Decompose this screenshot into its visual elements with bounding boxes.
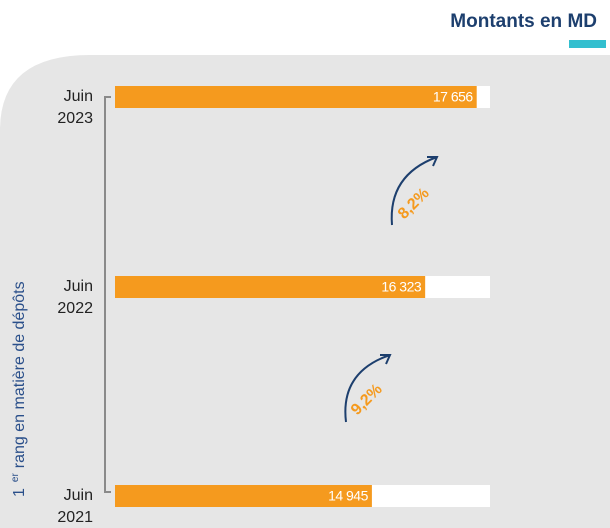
category-label: Juin xyxy=(64,278,93,295)
bracket xyxy=(104,96,111,493)
bar xyxy=(115,86,477,108)
chart-title: Montants en MD xyxy=(450,11,597,32)
value-label: 14 945 xyxy=(328,488,369,504)
category-label: 2023 xyxy=(57,110,93,127)
bar xyxy=(115,276,426,298)
category-label: 2021 xyxy=(57,509,93,526)
bar xyxy=(115,485,372,507)
y-label-suffix: er xyxy=(10,473,21,483)
title-underline xyxy=(569,40,606,48)
category-label: Juin xyxy=(64,88,93,105)
growth-arrow xyxy=(344,354,392,423)
growth-arrow xyxy=(390,156,439,226)
category-label: 2022 xyxy=(57,300,93,317)
y-axis-label: 1 er rang en matière de dépôts xyxy=(10,281,29,497)
y-label-text: rang en matière de dépôts xyxy=(11,281,28,468)
value-label: 17 656 xyxy=(433,89,474,105)
value-label: 16 323 xyxy=(381,279,422,295)
category-label: Juin xyxy=(64,487,93,504)
y-label-number: 1 xyxy=(11,488,28,497)
